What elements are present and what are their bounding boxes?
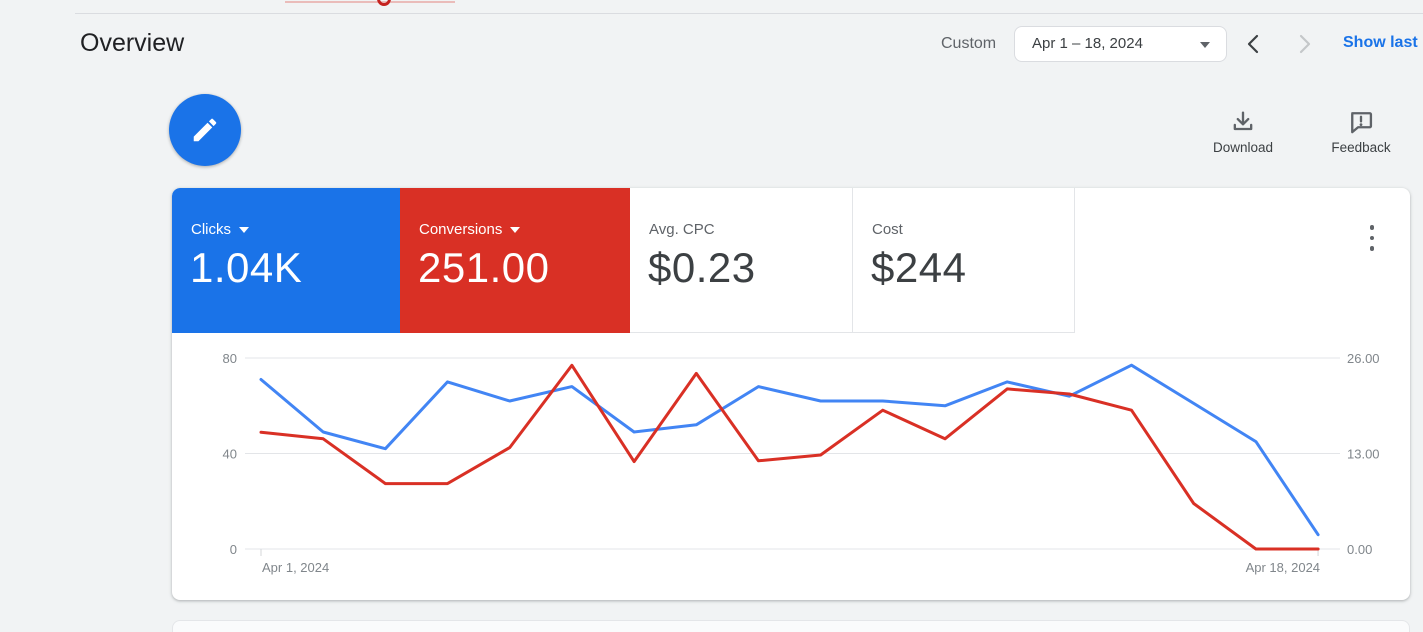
metric-card-cost[interactable]: Cost $244 [853, 188, 1075, 333]
chevron-left-icon [1247, 34, 1259, 54]
clipped-chart-line-artifact [285, 1, 455, 3]
metric-value: $0.23 [648, 244, 756, 291]
overview-card: Clicks 1.04K Conversions 251.00 Avg. CPC… [172, 188, 1410, 600]
metric-value: 251.00 [418, 244, 550, 291]
metric-label: Avg. CPC [649, 221, 715, 238]
date-range-picker[interactable]: Apr 1 – 18, 2024 [1014, 26, 1227, 62]
date-mode-label: Custom [941, 35, 997, 52]
feedback-label: Feedback [1331, 140, 1391, 155]
metric-value: $244 [871, 244, 967, 291]
download-button[interactable]: Download [1188, 108, 1298, 155]
metric-card-avg-cpc[interactable]: Avg. CPC $0.23 [630, 188, 853, 333]
clipped-red-marker-artifact [377, 0, 391, 6]
metric-label: Cost [872, 221, 903, 238]
metric-card-clicks[interactable]: Clicks 1.04K [172, 188, 400, 333]
feedback-button[interactable]: Feedback [1306, 108, 1416, 155]
metric-card-conversions[interactable]: Conversions 251.00 [400, 188, 630, 333]
kebab-icon [1369, 225, 1375, 230]
next-period-button[interactable] [1290, 30, 1318, 58]
series-line-clicks [259, 363, 1320, 537]
chevron-down-icon [510, 227, 521, 234]
date-range-value: Apr 1 – 18, 2024 [1032, 35, 1143, 52]
chevron-down-icon [239, 227, 249, 234]
previous-period-button[interactable] [1240, 30, 1268, 58]
pencil-icon [193, 118, 217, 142]
next-card-peek [172, 620, 1410, 632]
feedback-icon [1351, 112, 1373, 134]
right-axis-tick-label: 0.00 [1347, 542, 1372, 557]
header-divider [75, 13, 1423, 14]
left-axis-tick-label: 0 [230, 542, 237, 557]
left-axis-tick-label: 40 [223, 447, 237, 462]
metric-value: 1.04K [190, 244, 303, 291]
x-axis-start-label: Apr 1, 2024 [262, 560, 329, 575]
metric-label: Conversions [419, 221, 503, 238]
chevron-right-icon [1299, 34, 1311, 54]
overview-chart: 0 0.00 40 13.00 80 26.00 Apr 1, 2024 Apr 18, 20… [172, 340, 1410, 588]
edit-button[interactable] [169, 94, 241, 166]
show-last-link[interactable]: Show last [1343, 34, 1418, 51]
x-axis-end-label: Apr 18, 2024 [1246, 560, 1320, 575]
series-line-conversions [259, 363, 1320, 551]
card-overflow-menu-button[interactable] [1362, 216, 1382, 260]
download-icon [1233, 111, 1253, 131]
chevron-down-icon [1200, 42, 1210, 48]
right-axis-tick-label: 13.00 [1347, 447, 1380, 462]
right-axis-tick-label: 26.00 [1347, 351, 1380, 366]
download-label: Download [1212, 140, 1274, 155]
metric-label: Clicks [191, 221, 231, 238]
left-axis-tick-label: 80 [223, 351, 237, 366]
page-title: Overview [80, 29, 185, 57]
clicks-conversions-line-chart: 0 0.00 40 13.00 80 26.00 Apr 1, 2024 Apr 18, 20… [223, 351, 1380, 575]
